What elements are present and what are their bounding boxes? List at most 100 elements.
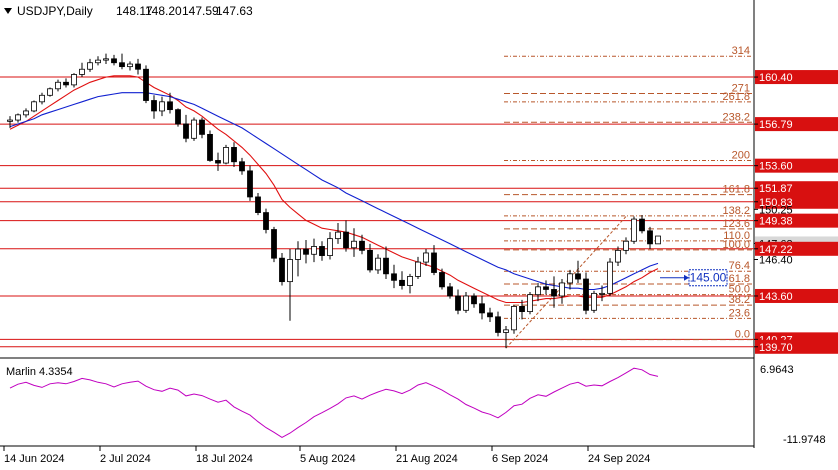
alert-price-box[interactable] (688, 269, 728, 287)
price-axis-label: 160.40 (759, 72, 793, 84)
candle (79, 62, 85, 78)
candle (559, 279, 565, 304)
candle-body-bull (623, 240, 629, 251)
candle (583, 272, 589, 315)
candle (599, 285, 605, 302)
candle (543, 280, 549, 295)
candle-body-bull (415, 261, 421, 277)
price-axis-label: 153.60 (759, 161, 793, 173)
price-axis-label: 156.79 (759, 119, 793, 131)
candle-body-bear (255, 196, 261, 213)
fib-level-label: 38.2 (729, 294, 750, 306)
candle (199, 117, 205, 139)
candle-body-bull (95, 59, 101, 64)
candle (271, 226, 277, 263)
candle-body-bear (639, 218, 645, 232)
candle (399, 271, 405, 290)
ohlc-high: 148.20 (145, 4, 182, 18)
ma-fast-line (9, 75, 659, 304)
candle-body-bull (103, 58, 109, 61)
candle-body-bull (559, 282, 565, 297)
ohlc-close: 147.63 (216, 4, 253, 18)
candle (151, 95, 157, 119)
candle-body-bull (511, 305, 517, 331)
candle (655, 235, 661, 245)
candle-body-bear (215, 160, 221, 164)
candle (367, 243, 373, 273)
candle (207, 130, 213, 162)
candle-body-bear (383, 257, 389, 275)
fib-level-label: 314 (732, 45, 750, 57)
price-axis-label: 139.70 (759, 342, 793, 354)
candle (343, 220, 349, 252)
symbol-label: USDJPY,Daily (17, 4, 93, 18)
fib-level-label: 261.8 (722, 91, 750, 103)
candle (623, 237, 629, 255)
price-axis-label: 143.60 (759, 291, 793, 303)
candle-body-bear (439, 272, 445, 288)
candle (7, 116, 13, 128)
candle (607, 258, 613, 296)
candle-body-bull (39, 94, 45, 103)
candle-body-bear (487, 312, 493, 318)
candle-body-bull (287, 259, 293, 283)
candle-body-bear (495, 316, 501, 333)
ma-slow-line (9, 92, 659, 291)
symbol-dropdown-icon[interactable] (4, 8, 12, 14)
candle (647, 226, 653, 250)
candle (127, 61, 133, 71)
candle (495, 311, 501, 337)
candle-body-bear (303, 248, 309, 255)
candle-body-bull (15, 114, 21, 121)
level-price-tag (755, 158, 838, 173)
candle (311, 238, 317, 263)
time-axis-label: 21 Aug 2024 (396, 453, 458, 465)
fib-level-label: 161.8 (722, 184, 750, 196)
candle (39, 92, 45, 105)
candle (263, 208, 269, 234)
candle (175, 108, 181, 127)
fib-level-label: 50.0 (729, 284, 750, 296)
candle (159, 96, 165, 117)
candle-body-bull (591, 292, 597, 311)
candle-body-bear (111, 58, 117, 64)
candle (375, 254, 381, 274)
candle-body-bull (607, 261, 613, 294)
price-axis-label: 151.87 (759, 183, 793, 195)
fib-level-label: 100.0 (722, 239, 750, 251)
candle-body-bear (455, 295, 461, 311)
level-price-tag (755, 181, 838, 196)
candle (71, 73, 77, 88)
candle-body-bear (199, 119, 205, 135)
candle-body-bull (47, 88, 53, 96)
fib-level-label: 23.6 (729, 307, 750, 319)
candle (247, 165, 253, 201)
ohlc-low: 147.59 (182, 4, 219, 18)
candle-body-bear (175, 109, 181, 125)
fib-level-label: 0.0 (735, 329, 750, 341)
fib-level-label: 271 (732, 82, 750, 94)
time-axis-label: 18 Jul 2024 (196, 453, 253, 465)
candle (479, 295, 485, 320)
fib-level-label: 200 (732, 149, 750, 161)
candle (431, 245, 437, 276)
time-axis-label: 6 Sep 2024 (492, 453, 548, 465)
candle-body-bear (239, 161, 245, 172)
alert-arrow-icon (684, 274, 689, 281)
candle-body-bear (647, 230, 653, 245)
candle-body-bear (551, 289, 557, 297)
candle (519, 299, 525, 320)
candle (31, 100, 37, 113)
candle-body-bear (471, 295, 477, 305)
candle (47, 87, 53, 97)
oscillator-label: Marlin 4.3354 (6, 366, 73, 378)
candle (615, 246, 621, 266)
candle (511, 305, 517, 334)
candle (415, 256, 421, 280)
fib-level-label: 123.6 (722, 218, 750, 230)
candle-body-bear (143, 68, 149, 101)
candle (295, 241, 301, 277)
candle (215, 152, 221, 171)
candle (223, 144, 229, 165)
